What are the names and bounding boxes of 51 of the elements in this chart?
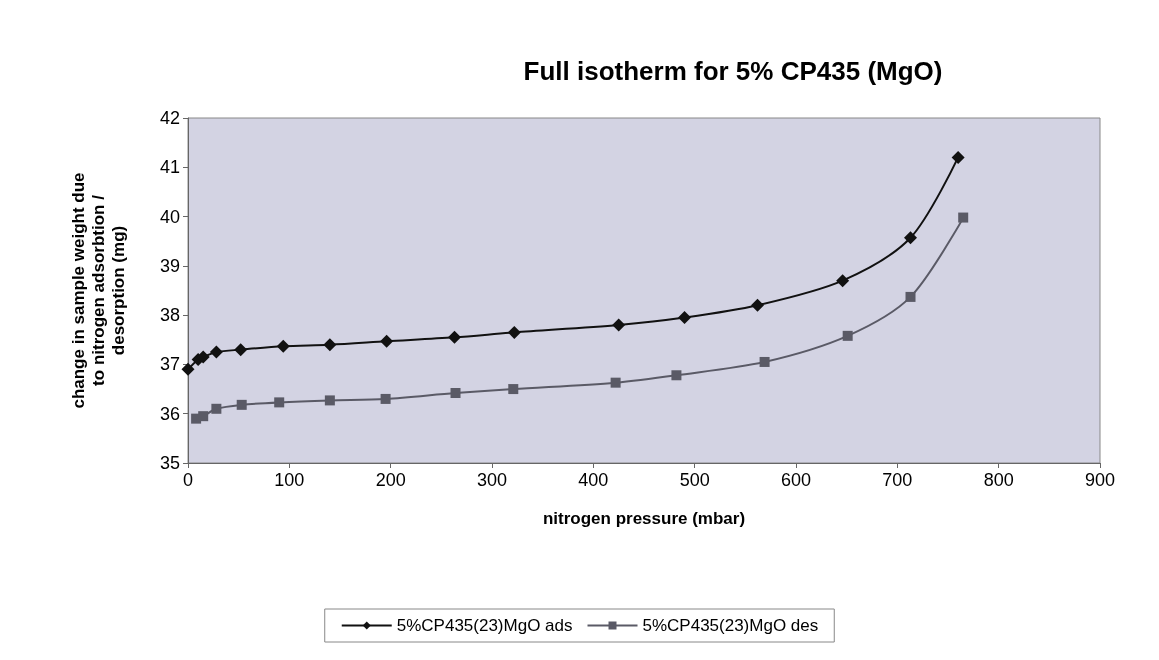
point [508,384,519,395]
point [507,325,521,339]
y-tick-label: 38 [159,305,180,326]
legend-label: 5%CP435(23)MgO des [642,616,819,635]
x-tick-label: 900 [1084,470,1116,490]
point [678,311,692,325]
point [380,334,394,348]
point [836,274,850,288]
x-tick-label: 500 [679,470,710,490]
point [610,377,621,388]
point [951,150,965,164]
point [448,330,462,344]
y-tick-label: 39 [159,255,180,276]
x-tick-label: 600 [780,470,812,490]
x-tick-label: 100 [274,470,305,490]
y-tick-label: 35 [159,453,180,473]
point [198,411,209,422]
x-axis-title: nitrogen pressure (mbar) [542,508,746,528]
point [211,403,222,414]
point [904,231,918,245]
chart-title: Full isotherm for 5% CP435 (MgO) [523,56,943,86]
point [234,343,248,357]
point [842,330,853,341]
point [759,356,770,367]
point [671,370,682,381]
point [274,397,285,408]
x-tick-label: 0 [182,470,194,490]
point [236,399,247,410]
point [905,291,916,302]
point [450,388,461,399]
point [209,345,223,359]
point [323,338,337,352]
x-tick-label: 200 [375,470,406,490]
point [324,395,335,406]
x-tick-label: 700 [882,470,913,490]
point [612,318,626,332]
point [380,393,391,404]
y-tick-label: 40 [159,206,180,227]
x-tick-label: 300 [476,470,508,490]
point [750,298,764,312]
point [958,212,969,223]
x-tick-label: 400 [578,470,609,490]
y-axis-title: change in sample weight due to nitrogen adsorbtion / desorption (mg) [68,172,128,409]
y-tick-label: 42 [159,108,180,128]
y-tick-label: 41 [159,157,180,178]
y-tick-label: 36 [159,403,180,424]
x-tick-label: 800 [983,470,1014,490]
point [276,339,290,353]
point [181,362,195,376]
legend-label: 5%CP435(23)MgO ads [396,616,573,635]
y-tick-label: 37 [159,354,180,375]
